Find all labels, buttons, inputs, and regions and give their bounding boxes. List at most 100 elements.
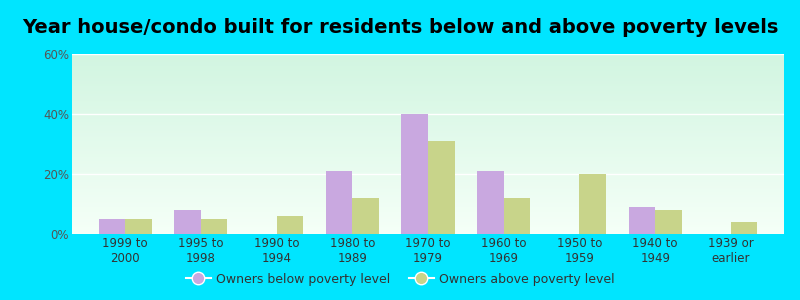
Bar xyxy=(72,68,784,69)
Bar xyxy=(72,226,784,227)
Bar xyxy=(72,110,784,111)
Bar xyxy=(72,61,784,62)
Bar xyxy=(72,160,784,161)
Bar xyxy=(72,194,784,195)
Bar xyxy=(72,165,784,166)
Bar xyxy=(72,158,784,159)
Bar xyxy=(72,205,784,206)
Bar xyxy=(72,114,784,115)
Bar xyxy=(72,56,784,57)
Bar xyxy=(72,184,784,185)
Bar xyxy=(72,212,784,213)
Bar xyxy=(72,156,784,157)
Bar xyxy=(352,198,378,234)
Bar xyxy=(72,219,784,220)
Bar xyxy=(72,81,784,82)
Bar xyxy=(72,186,784,187)
Bar xyxy=(72,147,784,148)
Bar xyxy=(72,198,784,199)
Bar xyxy=(72,132,784,133)
Bar xyxy=(72,62,784,63)
Bar xyxy=(72,227,784,228)
Bar xyxy=(72,55,784,56)
Bar xyxy=(72,182,784,183)
Bar xyxy=(72,129,784,130)
Bar xyxy=(72,123,784,124)
Bar xyxy=(72,196,784,197)
Bar xyxy=(72,91,784,92)
Bar xyxy=(72,216,784,217)
Bar xyxy=(72,130,784,131)
Bar xyxy=(72,105,784,106)
Bar xyxy=(72,112,784,113)
Bar xyxy=(72,231,784,232)
Bar xyxy=(72,79,784,80)
Bar xyxy=(72,225,784,226)
Bar xyxy=(72,197,784,198)
Bar xyxy=(731,222,758,234)
Bar xyxy=(72,210,784,211)
Bar xyxy=(72,133,784,134)
Bar xyxy=(72,143,784,144)
Bar xyxy=(72,202,784,203)
Bar xyxy=(72,175,784,176)
Bar xyxy=(72,213,784,214)
Bar xyxy=(72,201,784,202)
Bar xyxy=(579,174,606,234)
Bar xyxy=(72,187,784,188)
Bar xyxy=(428,141,454,234)
Bar xyxy=(72,63,784,64)
Bar xyxy=(72,122,784,123)
Bar xyxy=(72,111,784,112)
Bar xyxy=(72,161,784,162)
Bar xyxy=(72,127,784,128)
Bar xyxy=(72,170,784,171)
Bar xyxy=(655,210,682,234)
Bar xyxy=(72,230,784,231)
Bar xyxy=(72,229,784,230)
Bar xyxy=(72,71,784,72)
Bar xyxy=(72,166,784,167)
Bar xyxy=(72,90,784,91)
Bar xyxy=(72,118,784,119)
Bar xyxy=(72,135,784,136)
Bar xyxy=(72,59,784,60)
Bar xyxy=(402,114,428,234)
Bar xyxy=(72,92,784,93)
Bar xyxy=(72,131,784,132)
Bar xyxy=(72,177,784,178)
Bar xyxy=(72,124,784,125)
Bar xyxy=(72,65,784,66)
Bar xyxy=(174,210,201,234)
Bar xyxy=(72,162,784,163)
Bar xyxy=(72,183,784,184)
Bar xyxy=(72,211,784,212)
Bar xyxy=(629,207,655,234)
Bar xyxy=(72,87,784,88)
Bar xyxy=(72,103,784,104)
Bar xyxy=(72,77,784,78)
Bar xyxy=(72,163,784,164)
Bar xyxy=(72,172,784,173)
Bar xyxy=(277,216,303,234)
Bar xyxy=(72,232,784,233)
Bar xyxy=(72,104,784,105)
Bar xyxy=(326,171,352,234)
Bar xyxy=(72,93,784,94)
Bar xyxy=(72,66,784,67)
Bar xyxy=(201,219,227,234)
Bar xyxy=(72,174,784,175)
Bar xyxy=(72,54,784,55)
Bar xyxy=(72,168,784,169)
Bar xyxy=(72,86,784,87)
Bar xyxy=(72,64,784,65)
Bar xyxy=(72,195,784,196)
Bar xyxy=(72,58,784,59)
Bar xyxy=(72,95,784,96)
Bar xyxy=(72,176,784,177)
Bar xyxy=(72,119,784,120)
Bar xyxy=(72,221,784,222)
Bar xyxy=(72,167,784,168)
Bar xyxy=(72,222,784,223)
Bar xyxy=(72,67,784,68)
